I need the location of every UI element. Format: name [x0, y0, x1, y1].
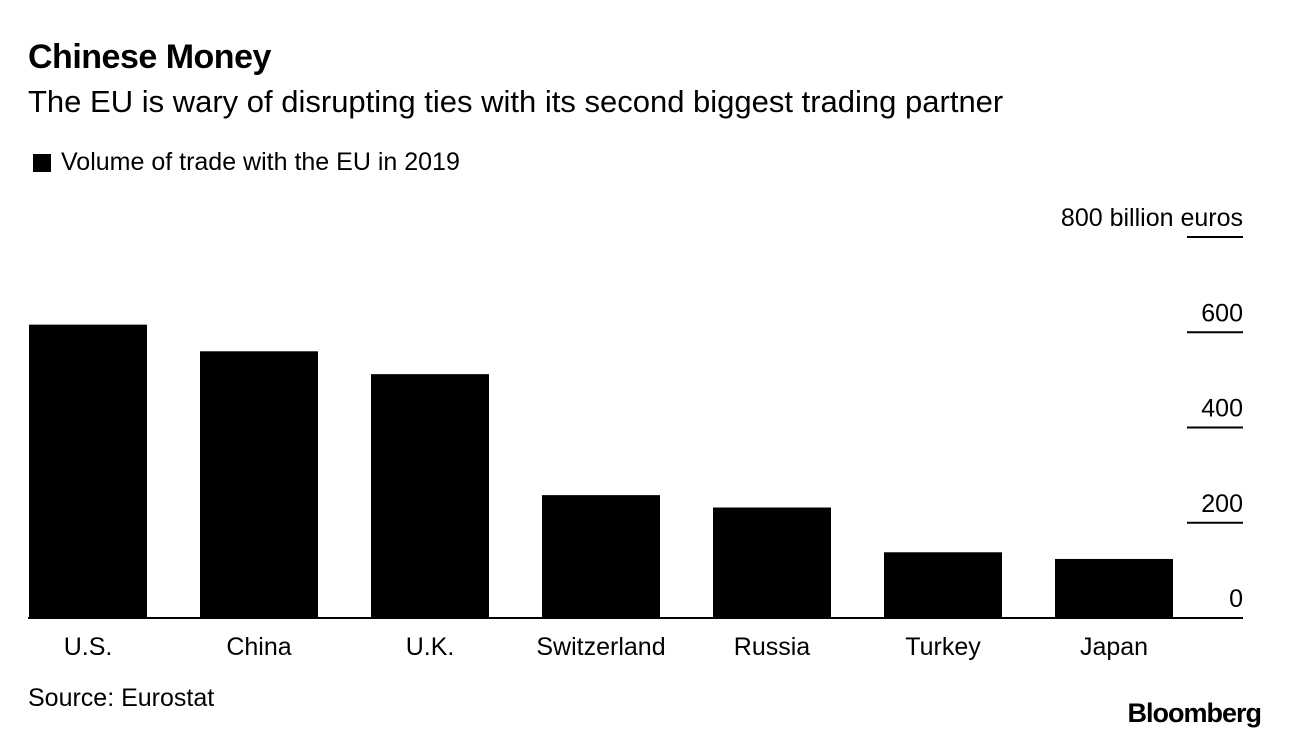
legend-label: Volume of trade with the EU in 2019	[61, 148, 460, 176]
bar-turkey	[884, 552, 1002, 618]
x-tick-label: Japan	[1080, 633, 1148, 661]
x-tick-label: Russia	[734, 633, 811, 661]
x-tick-label: U.S.	[64, 633, 113, 661]
y-tick-label: 800 billion euros	[1061, 204, 1243, 232]
x-tick-label: U.K.	[406, 633, 455, 661]
bar-china	[200, 351, 318, 618]
legend-swatch	[33, 153, 51, 172]
x-tick-label: China	[226, 633, 291, 661]
bar-switzerland	[542, 495, 660, 618]
x-tick-label: Switzerland	[536, 633, 665, 661]
chart-title: Chinese Money	[28, 38, 271, 76]
chart-subtitle: The EU is wary of disrupting ties with i…	[28, 84, 1004, 119]
y-tick-label: 200	[1201, 490, 1243, 518]
y-tick-label: 0	[1229, 585, 1243, 613]
source-note: Source: Eurostat	[28, 684, 215, 712]
bar-u-k	[371, 374, 489, 618]
y-tick-label: 600	[1201, 299, 1243, 327]
bar-japan	[1055, 558, 1173, 618]
legend: Volume of trade with the EU in 2019	[33, 148, 460, 177]
bloomberg-logo: Bloomberg	[1127, 698, 1262, 728]
y-tick-label: 400	[1201, 395, 1243, 423]
bar-russia	[713, 507, 831, 618]
bar-u-s	[29, 324, 147, 618]
x-tick-label: Turkey	[905, 633, 981, 661]
